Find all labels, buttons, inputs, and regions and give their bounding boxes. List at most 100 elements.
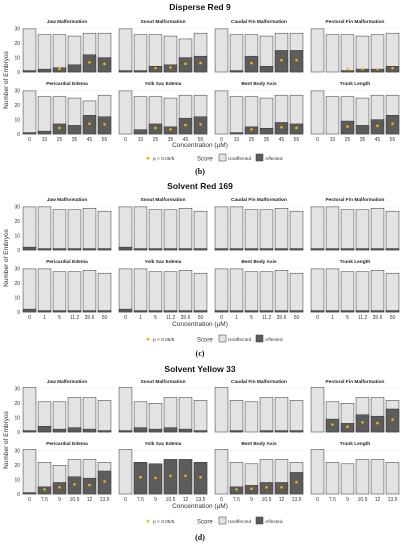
bar-affected	[178, 310, 193, 313]
significance-marker	[184, 123, 187, 127]
panel-label: (b)	[195, 167, 205, 176]
bar-unaffected	[244, 271, 259, 313]
legend-title: Score	[197, 520, 213, 526]
x-axis-label: Concentration (µM)	[172, 142, 228, 149]
bar-affected	[22, 70, 37, 73]
chart-block-2: Solvent Red 169 Number of Embryos Jaw Malf…	[3, 181, 400, 358]
y-tick-label: 30	[14, 267, 20, 273]
bar-affected	[244, 310, 259, 313]
bar-affected	[274, 310, 289, 313]
subplot-title: Jaw Malformation	[47, 197, 88, 203]
x-tick-label: 10	[330, 137, 336, 143]
chart-title: Solvent Red 169	[167, 181, 233, 191]
x-tick-label: 25	[153, 137, 159, 143]
bar-affected	[229, 310, 244, 313]
bar-unaffected	[193, 400, 208, 433]
subplot-title: Snout Malformation	[140, 19, 185, 25]
subplot-title: Caudal Fin Malformation	[231, 379, 287, 385]
bar-unaffected	[37, 268, 52, 313]
bar-affected	[67, 248, 82, 251]
x-tick-label: 0	[28, 137, 31, 143]
bar-unaffected	[229, 206, 244, 251]
significance-marker	[265, 485, 268, 489]
bar-unaffected	[118, 28, 133, 73]
bar-affected	[340, 70, 355, 73]
significance-marker	[376, 124, 379, 128]
y-tick-label: 0	[17, 492, 20, 498]
y-tick-label: 20	[14, 219, 20, 225]
bar-unaffected	[118, 206, 133, 251]
subplot-title: Jaw Malformation	[47, 19, 88, 25]
bar-unaffected	[52, 34, 67, 73]
bar-unaffected	[355, 35, 370, 73]
x-tick-label: 55	[102, 137, 108, 143]
y-tick-label: 0	[17, 70, 20, 76]
bar-unaffected	[178, 208, 193, 251]
subplot-title: Snout Malformation	[140, 197, 185, 203]
significance-marker	[235, 488, 238, 491]
bar-unaffected	[214, 449, 229, 495]
y-tick-label: 20	[14, 41, 20, 47]
bar-unaffected	[148, 271, 163, 313]
bar-unaffected	[325, 96, 340, 135]
bar-unaffected	[52, 401, 67, 433]
bar-unaffected	[310, 387, 325, 433]
chart-title: Solvent Yellow 33	[164, 364, 235, 374]
bar-affected	[97, 310, 112, 313]
significance-marker	[88, 122, 91, 125]
bar-affected	[274, 430, 289, 433]
subplot-title: Caudal Fin Malformation	[231, 197, 287, 203]
x-tick-label: 11.2	[358, 315, 368, 321]
bar-unaffected	[37, 96, 52, 135]
bar-unaffected	[385, 272, 400, 313]
significance-marker	[199, 61, 202, 65]
x-tick-label: 10	[138, 137, 144, 143]
bar-affected	[52, 248, 67, 251]
significance-marker	[250, 128, 253, 131]
x-tick-label: 25	[249, 137, 255, 143]
panel-label: (c)	[196, 349, 205, 358]
x-tick-label: 0	[28, 497, 31, 503]
x-tick-label: 1	[139, 315, 142, 321]
subplot-panel: Pectoral Fin Malformation	[310, 197, 400, 251]
bar-affected	[37, 248, 52, 251]
bar-affected	[370, 310, 385, 313]
subplot-title: Pectoral Fin Malformation	[326, 19, 385, 25]
bar-unaffected	[310, 449, 325, 495]
x-tick-label: 12	[375, 497, 381, 503]
x-tick-label: 0	[316, 137, 319, 143]
x-tick-label: 12	[279, 497, 285, 503]
bar-unaffected	[97, 272, 112, 313]
bar-unaffected	[229, 400, 244, 433]
legend-label-unaffected: Unaffected	[228, 156, 251, 162]
legend-swatch-affected	[255, 334, 264, 343]
bar-unaffected	[133, 96, 148, 135]
significance-marker	[295, 480, 298, 484]
bar-unaffected	[22, 28, 37, 73]
chart-block-3: Solvent Yellow 33 Number of Embryos Jaw Ma…	[3, 364, 400, 542]
bar-unaffected	[214, 28, 229, 73]
bar-affected	[148, 310, 163, 313]
bar-unaffected	[22, 90, 37, 135]
y-axis-label: Number of Embryos	[3, 228, 10, 287]
bar-unaffected	[97, 210, 112, 251]
bar-unaffected	[214, 387, 229, 433]
significance-marker	[154, 66, 157, 70]
y-tick-label: 20	[14, 103, 20, 109]
bar-affected	[22, 308, 37, 313]
significance-marker	[391, 418, 394, 421]
significance-marker	[280, 125, 283, 129]
significance-marker	[199, 123, 202, 126]
bar-unaffected	[289, 400, 304, 433]
bar-affected	[67, 125, 82, 135]
x-tick-label: 0	[316, 497, 319, 503]
x-tick-label: 25	[345, 137, 351, 143]
significance-marker	[346, 67, 349, 71]
legend-significance-marker	[146, 156, 150, 160]
x-tick-label: 12	[183, 497, 189, 503]
bar-unaffected	[325, 206, 340, 251]
bar-affected	[259, 128, 274, 135]
significance-marker	[103, 480, 106, 483]
subplot-title: Yolk Sac Edema	[145, 81, 182, 87]
bar-unaffected	[22, 268, 37, 313]
